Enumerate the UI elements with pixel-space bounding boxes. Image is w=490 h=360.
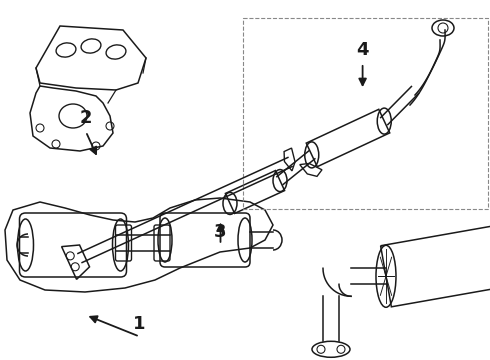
Text: 2: 2 <box>79 109 92 127</box>
Bar <box>243 18 488 209</box>
Text: 3: 3 <box>214 223 227 241</box>
Text: 1: 1 <box>133 315 146 333</box>
Text: 4: 4 <box>356 41 369 59</box>
